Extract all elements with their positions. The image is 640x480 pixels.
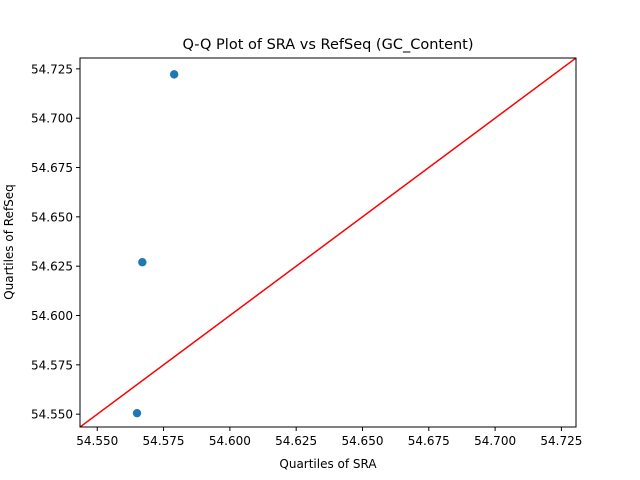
x-tick-label: 54.600 xyxy=(209,434,251,448)
axes-frame xyxy=(79,57,577,428)
y-axis-label: Quartiles of RefSeq xyxy=(2,184,16,300)
reference-line xyxy=(80,58,576,427)
y-tick-label: 54.650 xyxy=(31,210,73,224)
x-tick-label: 54.650 xyxy=(341,434,383,448)
y-tick-label: 54.675 xyxy=(31,161,73,175)
x-tick-label: 54.675 xyxy=(408,434,450,448)
y-tick-label: 54.550 xyxy=(31,408,73,422)
chart-title: Q-Q Plot of SRA vs RefSeq (GC_Content) xyxy=(182,37,473,53)
y-tick-label: 54.700 xyxy=(31,112,73,126)
data-point-3 xyxy=(169,70,179,79)
x-tick-label: 54.625 xyxy=(275,434,317,448)
x-axis-label: Quartiles of SRA xyxy=(279,457,377,471)
x-tick-label: 54.700 xyxy=(474,434,516,448)
plot-area: 54.550 54.575 54.600 54.625 54.650 54.675 54.7… xyxy=(31,57,582,448)
data-point-2 xyxy=(138,258,147,267)
data-point-1 xyxy=(132,408,142,418)
y-tick-label: 54.725 xyxy=(31,62,73,76)
y-tick-label: 54.600 xyxy=(31,309,73,323)
y-tick-label: 54.575 xyxy=(31,358,73,372)
x-tick-label: 54.725 xyxy=(540,434,582,448)
x-tick-label: 54.550 xyxy=(76,434,118,448)
y-tick-label: 54.625 xyxy=(31,260,73,274)
x-tick-label: 54.575 xyxy=(143,434,185,448)
